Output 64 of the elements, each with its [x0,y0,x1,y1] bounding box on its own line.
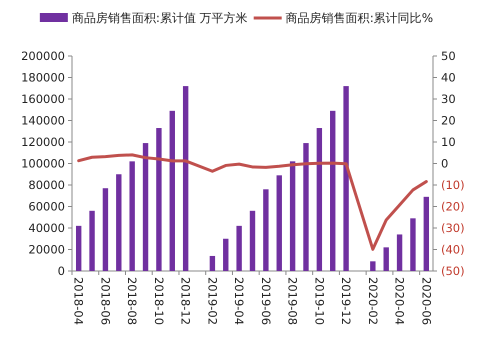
x-tick-label: 2019-10 [312,277,326,326]
bar [303,143,309,271]
y-tick-label: 0 [58,264,65,278]
bar [370,261,376,271]
x-tick-label: 2020-02 [366,277,380,326]
bar [316,128,322,271]
x-tick-label: 2019-12 [339,277,354,326]
y2-tick-label: (10) [441,178,465,192]
bar [102,188,108,271]
y-tick-label: 140000 [21,114,65,128]
bar [250,210,256,271]
x-tick-label: 2018-04 [72,277,86,326]
bar [396,234,402,271]
legend-label: 商品房销售面积:累计值 万平方米 [72,11,248,25]
bar [223,238,228,271]
bar [236,226,242,271]
y2-tick-label: 20 [441,114,456,128]
bar [170,110,175,271]
bar [129,161,135,271]
y2-tick-label: 0 [441,156,448,170]
y-tick-label: 80000 [28,178,65,192]
x-tick-label: 2018-08 [125,277,140,326]
bar [142,143,148,271]
y2-tick-label: 50 [441,49,456,63]
y-tick-label: 20000 [28,242,65,256]
x-tick-label: 2019-04 [232,277,246,326]
y2-tick-label: (20) [441,200,465,214]
bar [263,189,269,271]
y2-tick-label: (30) [441,221,465,235]
y-tick-label: 40000 [28,221,65,235]
x-tick-label: 2019-08 [286,277,300,326]
y-tick-label: 180000 [21,70,65,84]
bar [210,256,216,271]
y-tick-label: 160000 [21,92,65,106]
x-tick-label: 2019-06 [258,277,273,326]
x-tick-label: 2020-04 [392,277,407,326]
bar [343,86,349,271]
y-tick-label: 60000 [28,200,65,214]
bar [384,247,389,271]
line-series [77,153,428,251]
bar [410,218,416,271]
bar [424,196,430,271]
x-tick-label: 2020-06 [419,277,434,326]
y-tick-label: 100000 [21,156,65,170]
legend-label: 商品房销售面积:累计同比% [286,11,434,25]
y2-tick-label: (40) [441,242,465,256]
y2-tick-label: 30 [441,92,456,106]
x-tick-label: 2018-06 [98,277,112,326]
bar [76,226,82,271]
bar [290,161,296,271]
bar [330,110,336,271]
bar [89,210,95,271]
y-tick-label: 120000 [21,135,65,149]
bar [276,175,282,271]
x-tick-label: 2018-10 [152,277,166,326]
x-tick-label: 2019-02 [205,277,220,326]
y-tick-label: 200000 [21,49,65,63]
bar [116,174,122,271]
bar [182,86,188,271]
y2-tick-label: 40 [441,70,456,84]
y2-tick-label: (50) [441,264,465,278]
x-tick-label: 2018-12 [178,277,193,326]
bar [156,128,162,271]
y2-tick-label: 10 [441,135,456,149]
